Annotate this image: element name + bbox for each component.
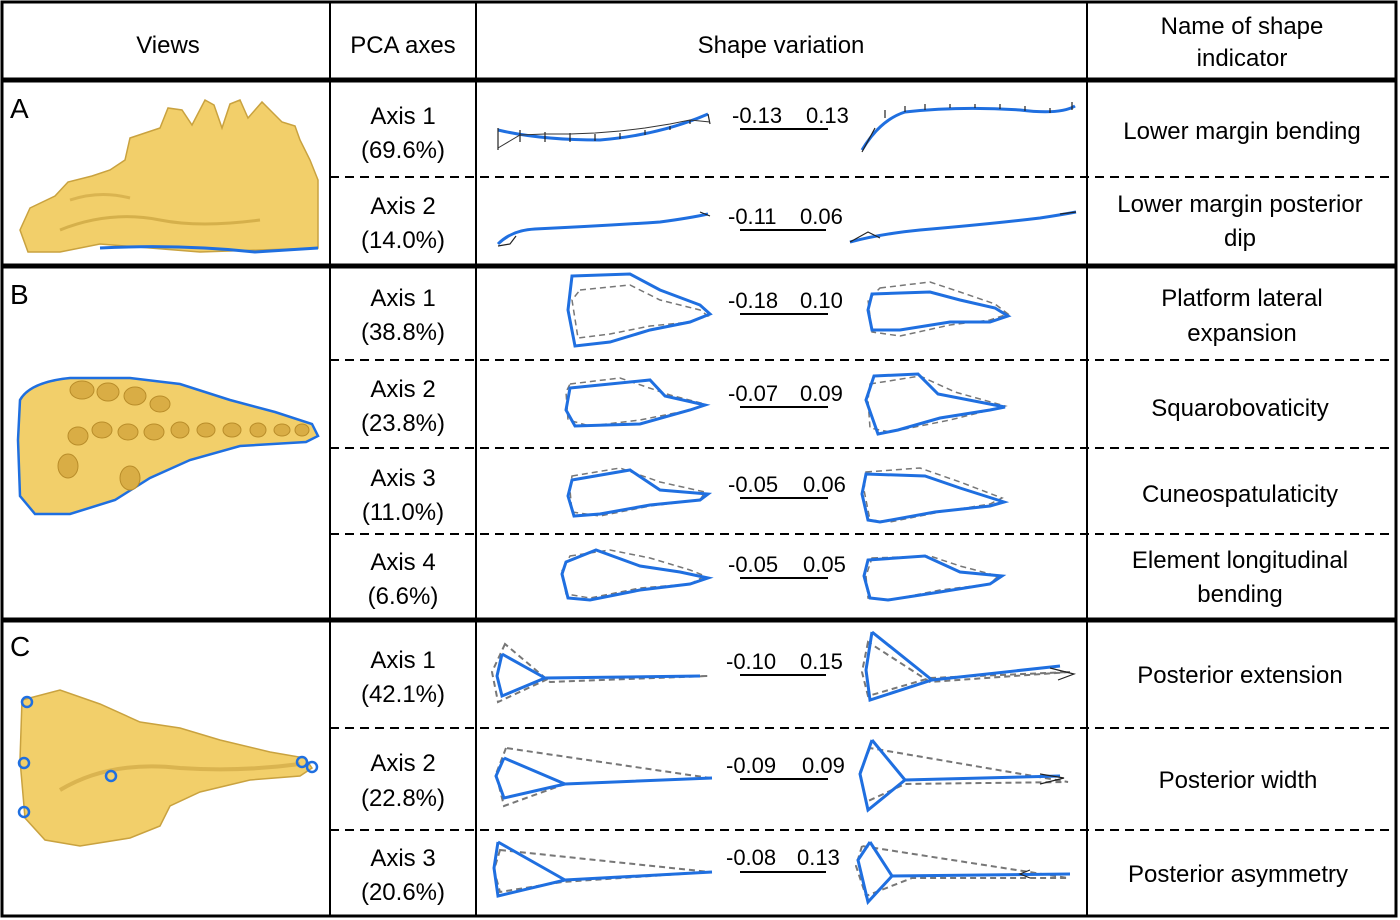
- axis-variance: (20.6%): [361, 879, 445, 906]
- header-name-line1: Name of shape: [1161, 13, 1324, 40]
- range-min: -0.11: [728, 204, 777, 229]
- axis-variance: (22.8%): [361, 785, 445, 812]
- row-c1: Axis 1 (42.1%) -0.10 0.15 Posterior exte…: [361, 647, 1343, 708]
- row-b2: Axis 2 (23.8%) -0.07 0.09 Squarobovatici…: [361, 376, 1329, 437]
- header-name-line2: indicator: [1197, 45, 1288, 72]
- range-max: 0.15: [800, 649, 843, 674]
- range-max: 0.05: [803, 552, 846, 577]
- range-min: -0.09: [726, 753, 776, 778]
- range-max: 0.10: [800, 288, 843, 313]
- shape-indicator-name: Posterior width: [1159, 767, 1318, 794]
- row-b4: Axis 4 (6.6%) -0.05 0.05 Element longitu…: [368, 547, 1348, 610]
- range-max: 0.06: [800, 204, 843, 229]
- panel-label-a: A: [10, 93, 29, 124]
- axis-label: Axis 1: [370, 103, 435, 130]
- range-min: -0.07: [728, 381, 778, 406]
- row-b1: Axis 1 (38.8%) -0.18 0.10 Platform later…: [361, 285, 1323, 347]
- range-max: 0.13: [806, 103, 849, 128]
- header-row: Views PCA axes Shape variation Name of s…: [136, 13, 1323, 72]
- range-min: -0.18: [728, 288, 778, 313]
- shape-variation-a2: [496, 210, 1077, 247]
- shape-indicator-name-line2: bending: [1197, 581, 1282, 608]
- shape-variation-b2: [564, 372, 1008, 436]
- shape-variation-b1: [566, 272, 1012, 348]
- axis-variance: (69.6%): [361, 137, 445, 164]
- shape-indicator-name-line1: Element longitudinal: [1132, 547, 1348, 574]
- range-min: -0.05: [728, 472, 778, 497]
- range-max: 0.09: [802, 753, 845, 778]
- fossil-view-c: [17, 689, 319, 847]
- shape-variation-c3: [492, 840, 1071, 906]
- axis-variance: (11.0%): [362, 499, 444, 526]
- panel-label-c: C: [10, 631, 30, 662]
- row-b3: Axis 3 (11.0%) -0.05 0.06 Cuneospatulati…: [362, 465, 1338, 526]
- axis-label: Axis 2: [370, 750, 435, 777]
- row-a2: Axis 2 (14.0%) -0.11 0.06 Lower margin p…: [361, 191, 1363, 254]
- axis-label: Axis 3: [370, 845, 435, 872]
- shape-indicator-name-line1: Platform lateral: [1161, 285, 1322, 312]
- shape-indicator-name: Lower margin bending: [1123, 118, 1360, 145]
- header-views: Views: [136, 32, 200, 59]
- range-min: -0.05: [728, 552, 778, 577]
- axis-label: Axis 2: [370, 193, 435, 220]
- range-max: 0.13: [797, 845, 840, 870]
- header-shape-variation: Shape variation: [698, 32, 865, 59]
- shape-variation-c1: [490, 630, 1077, 704]
- axis-label: Axis 1: [370, 647, 435, 674]
- shape-indicator-name-line1: Lower margin posterior: [1117, 191, 1362, 218]
- range-max: 0.06: [803, 472, 846, 497]
- axis-label: Axis 3: [370, 465, 435, 492]
- shape-variation-c2: [494, 739, 1069, 813]
- axis-label: Axis 4: [370, 549, 435, 576]
- axis-variance: (42.1%): [361, 681, 445, 708]
- shape-indicator-name: Posterior extension: [1137, 662, 1342, 689]
- shape-variation-a1: [497, 102, 1076, 153]
- axis-variance: (6.6%): [368, 583, 439, 610]
- range-min: -0.10: [726, 649, 776, 674]
- row-a1: Axis 1 (69.6%) -0.13 0.13 Lower margin b…: [361, 103, 1361, 164]
- shape-indicator-name-line2: dip: [1224, 225, 1256, 252]
- fossil-view-a: [19, 98, 319, 254]
- axis-variance: (23.8%): [361, 410, 445, 437]
- axis-label: Axis 2: [370, 376, 435, 403]
- shape-indicator-name: Cuneospatulaticity: [1142, 481, 1338, 508]
- range-max: 0.09: [800, 381, 843, 406]
- fossil-view-b: [16, 376, 320, 516]
- axis-variance: (14.0%): [361, 227, 445, 254]
- shape-variation-b3: [566, 467, 1010, 524]
- shape-indicator-name: Posterior asymmetry: [1128, 861, 1348, 888]
- header-pca-axes: PCA axes: [350, 32, 455, 59]
- shape-indicator-name-line2: expansion: [1187, 320, 1296, 347]
- shape-variation-b4: [560, 548, 1007, 602]
- row-c3: Axis 3 (20.6%) -0.08 0.13 Posterior asym…: [361, 845, 1348, 906]
- landmark-markers: [17, 695, 319, 819]
- axis-label: Axis 1: [370, 285, 435, 312]
- panel-label-b: B: [10, 279, 29, 310]
- shape-indicator-name: Squarobovaticity: [1151, 395, 1328, 422]
- range-min: -0.08: [726, 845, 776, 870]
- axis-variance: (38.8%): [361, 319, 445, 346]
- range-min: -0.13: [732, 103, 782, 128]
- row-c2: Axis 2 (22.8%) -0.09 0.09 Posterior widt…: [361, 750, 1317, 812]
